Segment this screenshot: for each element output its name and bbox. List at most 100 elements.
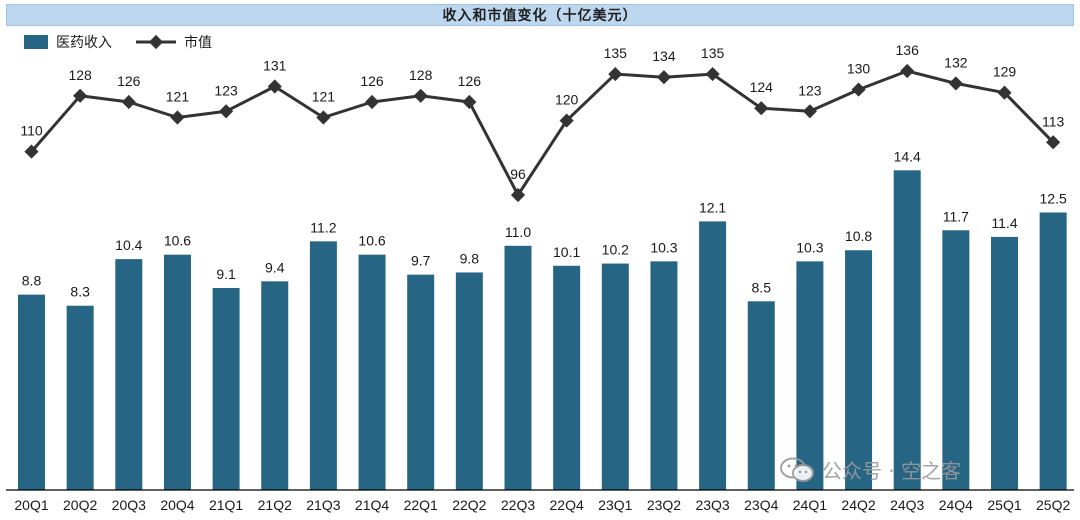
line-label-22Q3: 96	[510, 166, 526, 182]
bar-23Q1	[601, 263, 629, 490]
line-point-21Q4	[364, 94, 380, 110]
bar-21Q4	[358, 254, 386, 490]
bar-21Q1	[212, 287, 240, 490]
bar-20Q1	[18, 294, 45, 490]
x-tick-23Q2: 23Q2	[647, 497, 681, 513]
line-label-20Q1: 110	[20, 123, 43, 139]
x-tick-23Q3: 23Q3	[695, 497, 729, 513]
x-tick-22Q2: 22Q2	[452, 497, 486, 513]
line-point-24Q1	[802, 104, 817, 119]
bar-label-25Q1: 11.4	[991, 215, 1017, 231]
legend: 医药收入 市值	[24, 34, 212, 51]
bar-label-23Q3: 12.1	[699, 199, 726, 215]
legend-bar-swatch	[24, 35, 48, 49]
line-label-20Q2: 128	[68, 67, 92, 83]
line-label-25Q2: 113	[1042, 113, 1065, 129]
chart-title: 收入和市值变化（十亿美元）	[442, 8, 638, 24]
line-point-22Q2	[462, 94, 477, 110]
x-tick-23Q1: 23Q1	[598, 497, 632, 513]
bar-23Q3	[699, 221, 727, 490]
bar-label-25Q2: 12.5	[1040, 191, 1067, 207]
bar-23Q4	[747, 301, 775, 490]
bar-label-22Q4: 10.1	[553, 244, 580, 260]
line-point-23Q3	[705, 67, 720, 82]
line-label-21Q2: 131	[263, 58, 287, 74]
x-tick-20Q4: 20Q4	[160, 497, 194, 513]
bar-24Q3	[893, 170, 921, 490]
bar-20Q3	[115, 259, 143, 490]
line-label-22Q1: 128	[409, 67, 433, 83]
x-tick-24Q1: 24Q1	[793, 497, 827, 513]
line-point-23Q4	[754, 101, 769, 116]
line-point-24Q4	[948, 76, 963, 91]
line-point-20Q4	[170, 110, 185, 125]
x-tick-20Q3: 20Q3	[112, 497, 146, 513]
bar-20Q4	[163, 254, 191, 490]
line-point-23Q1	[608, 67, 623, 82]
bar-label-20Q2: 8.3	[70, 284, 90, 300]
x-tick-24Q3: 24Q3	[890, 497, 924, 513]
bar-label-20Q4: 10.6	[164, 233, 191, 249]
line-point-22Q1	[413, 88, 428, 103]
bar-label-23Q2: 10.3	[650, 239, 677, 255]
bar-label-21Q4: 10.6	[358, 233, 385, 249]
x-tick-21Q1: 21Q1	[209, 497, 243, 513]
line-label-24Q1: 123	[798, 82, 822, 98]
bar-label-21Q1: 9.1	[216, 266, 236, 282]
chart-title-band: 收入和市值变化（十亿美元）	[6, 4, 1074, 26]
bar-label-24Q4: 11.7	[943, 208, 969, 224]
line-point-21Q1	[219, 104, 234, 119]
bar-label-22Q3: 11.0	[505, 224, 531, 240]
wechat-icon	[780, 457, 814, 482]
bar-label-21Q3: 11.2	[310, 219, 336, 235]
line-label-23Q3: 135	[701, 45, 725, 61]
bar-label-20Q3: 10.4	[115, 237, 142, 253]
bar-label-20Q1: 8.8	[22, 273, 42, 289]
line-label-20Q3: 126	[117, 73, 141, 89]
bar-23Q2	[650, 261, 678, 490]
bar-22Q3	[504, 245, 532, 490]
legend-bar-label: 医药收入	[56, 35, 112, 51]
line-point-21Q2	[267, 79, 282, 94]
x-tick-22Q4: 22Q4	[550, 497, 584, 513]
line-label-21Q3: 121	[312, 89, 336, 105]
bar-25Q2	[1039, 212, 1067, 490]
bar-25Q1	[991, 236, 1018, 490]
market-cap-line	[30, 69, 1055, 197]
bar-label-24Q2: 10.8	[845, 228, 872, 244]
line-point-24Q2	[851, 82, 866, 97]
line-point-25Q1	[997, 85, 1012, 100]
x-tick-24Q4: 24Q4	[939, 497, 973, 513]
x-tick-25Q2: 25Q2	[1036, 497, 1070, 513]
line-label-24Q2: 130	[847, 61, 871, 77]
watermark: 公众号 · 空之客	[780, 455, 961, 484]
x-tick-25Q1: 25Q1	[987, 497, 1021, 513]
bar-label-22Q1: 9.7	[411, 253, 431, 269]
line-label-21Q1: 123	[214, 82, 238, 98]
line-point-25Q2	[1046, 135, 1061, 150]
line-point-20Q3	[121, 94, 136, 110]
line-label-23Q4: 124	[750, 79, 774, 95]
bar-21Q2	[261, 281, 289, 490]
x-tick-23Q4: 23Q4	[744, 497, 778, 513]
bar-22Q4	[553, 265, 581, 490]
line-point-22Q4	[559, 113, 574, 128]
x-tick-21Q2: 21Q2	[258, 497, 292, 513]
line-label-24Q4: 132	[944, 54, 968, 70]
x-tick-22Q1: 22Q1	[404, 497, 438, 513]
line-label-20Q4: 121	[166, 89, 190, 105]
line-label-25Q1: 129	[993, 64, 1017, 80]
bar-label-22Q2: 9.8	[460, 250, 480, 266]
bar-label-23Q4: 8.5	[752, 279, 772, 295]
line-label-22Q4: 120	[555, 92, 579, 108]
line-point-23Q2	[656, 70, 672, 85]
line-label-24Q3: 136	[896, 42, 920, 58]
x-tick-20Q1: 20Q1	[14, 497, 48, 513]
x-tick-24Q2: 24Q2	[841, 497, 875, 513]
bar-24Q4	[942, 230, 970, 490]
bar-21Q3	[309, 241, 337, 490]
x-tick-22Q3: 22Q3	[501, 497, 535, 513]
line-label-23Q1: 135	[604, 45, 628, 61]
line-point-24Q3	[900, 63, 915, 79]
legend-line-label: 市值	[184, 34, 212, 51]
